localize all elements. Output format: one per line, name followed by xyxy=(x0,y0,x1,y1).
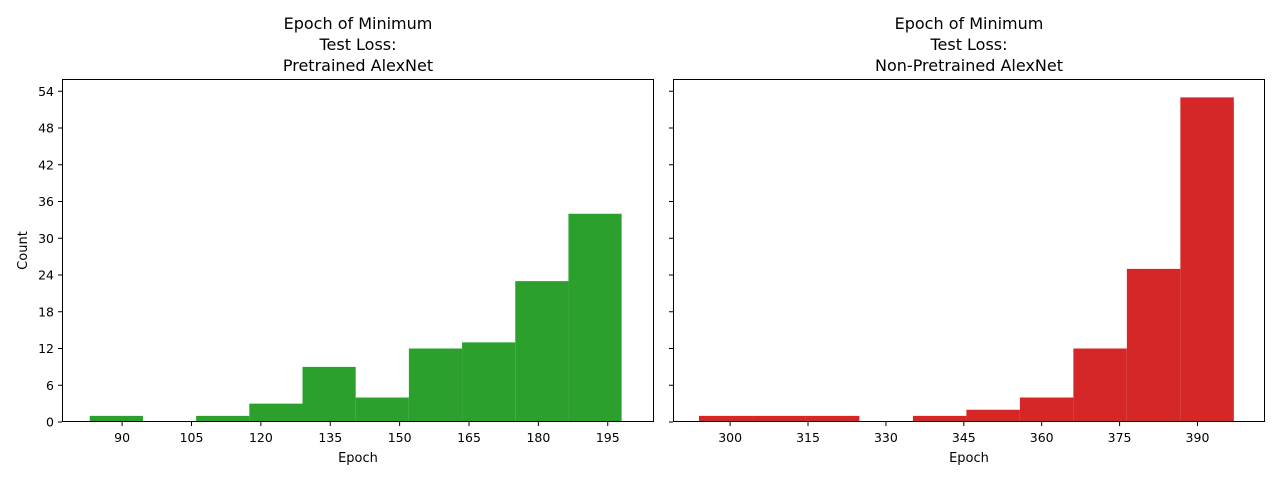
chart-title-line: Test Loss: xyxy=(318,35,396,54)
chart-title-line: Non-Pretrained AlexNet xyxy=(875,56,1063,75)
chart-title-line: Epoch of Minimum xyxy=(895,14,1044,33)
x-tick-label: 90 xyxy=(114,430,130,445)
histogram-non-pretrained: 300 315 330 345 360 375 390 Epoch Epoch of Minim… xyxy=(669,14,1265,466)
histogram-pretrained: 90 105 120 135 150 165 180 195 0 6 12 18 24 30 36 42 48 5… xyxy=(16,14,654,466)
histogram-bar xyxy=(912,415,967,422)
x-tick-label: 315 xyxy=(796,430,820,445)
histogram-bar xyxy=(355,397,409,422)
chart-title-line: Pretrained AlexNet xyxy=(283,56,433,75)
histogram-bar xyxy=(89,415,143,422)
histogram-bar xyxy=(249,403,303,422)
x-tick-label: 150 xyxy=(388,430,412,445)
chart-title-line: Epoch of Minimum xyxy=(284,14,433,33)
axes-frame xyxy=(62,79,654,422)
x-tick-label: 120 xyxy=(249,430,273,445)
x-tick-label: 135 xyxy=(318,430,342,445)
x-tick-label: 300 xyxy=(718,430,742,445)
histogram-bar xyxy=(805,415,860,422)
histogram-bar xyxy=(302,366,356,422)
histogram-bar xyxy=(196,415,250,422)
y-tick-label: 0 xyxy=(46,415,54,430)
y-axis-label: Count xyxy=(16,231,31,270)
histogram-bar xyxy=(1073,348,1127,422)
y-tick-label: 54 xyxy=(38,84,54,99)
y-tick-label: 6 xyxy=(46,378,54,393)
histogram-bar xyxy=(966,409,1020,422)
y-tick-label: 24 xyxy=(38,268,54,283)
chart-title-line: Test Loss: xyxy=(929,35,1007,54)
histogram-bar xyxy=(1019,397,1074,422)
histogram-bar xyxy=(408,348,463,422)
y-tick-label: 18 xyxy=(38,304,54,319)
y-tick-label: 42 xyxy=(38,157,54,172)
x-tick-label: 390 xyxy=(1186,430,1210,445)
x-tick-label: 330 xyxy=(874,430,898,445)
x-axis-label: Epoch xyxy=(949,451,989,466)
x-tick-label: 105 xyxy=(180,430,204,445)
y-tick-label: 30 xyxy=(38,231,54,246)
axes-frame xyxy=(673,79,1265,422)
x-tick-label: 195 xyxy=(596,430,620,445)
x-axis-label: Epoch xyxy=(338,451,378,466)
x-tick-label: 345 xyxy=(952,430,976,445)
histogram-bar xyxy=(1180,97,1234,422)
histogram-bar xyxy=(698,415,753,422)
x-tick-label: 375 xyxy=(1108,430,1132,445)
y-tick-label: 12 xyxy=(38,341,54,356)
x-tick-label: 180 xyxy=(526,430,550,445)
histogram-bar xyxy=(1126,268,1181,422)
x-tick-label: 360 xyxy=(1030,430,1054,445)
x-tick-label: 165 xyxy=(457,430,481,445)
histogram-bar xyxy=(515,281,569,422)
histogram-bar xyxy=(752,415,806,422)
histogram-bar xyxy=(462,342,516,422)
y-tick-label: 36 xyxy=(38,194,54,209)
y-tick-label: 48 xyxy=(38,121,54,136)
histogram-bar xyxy=(568,213,622,422)
